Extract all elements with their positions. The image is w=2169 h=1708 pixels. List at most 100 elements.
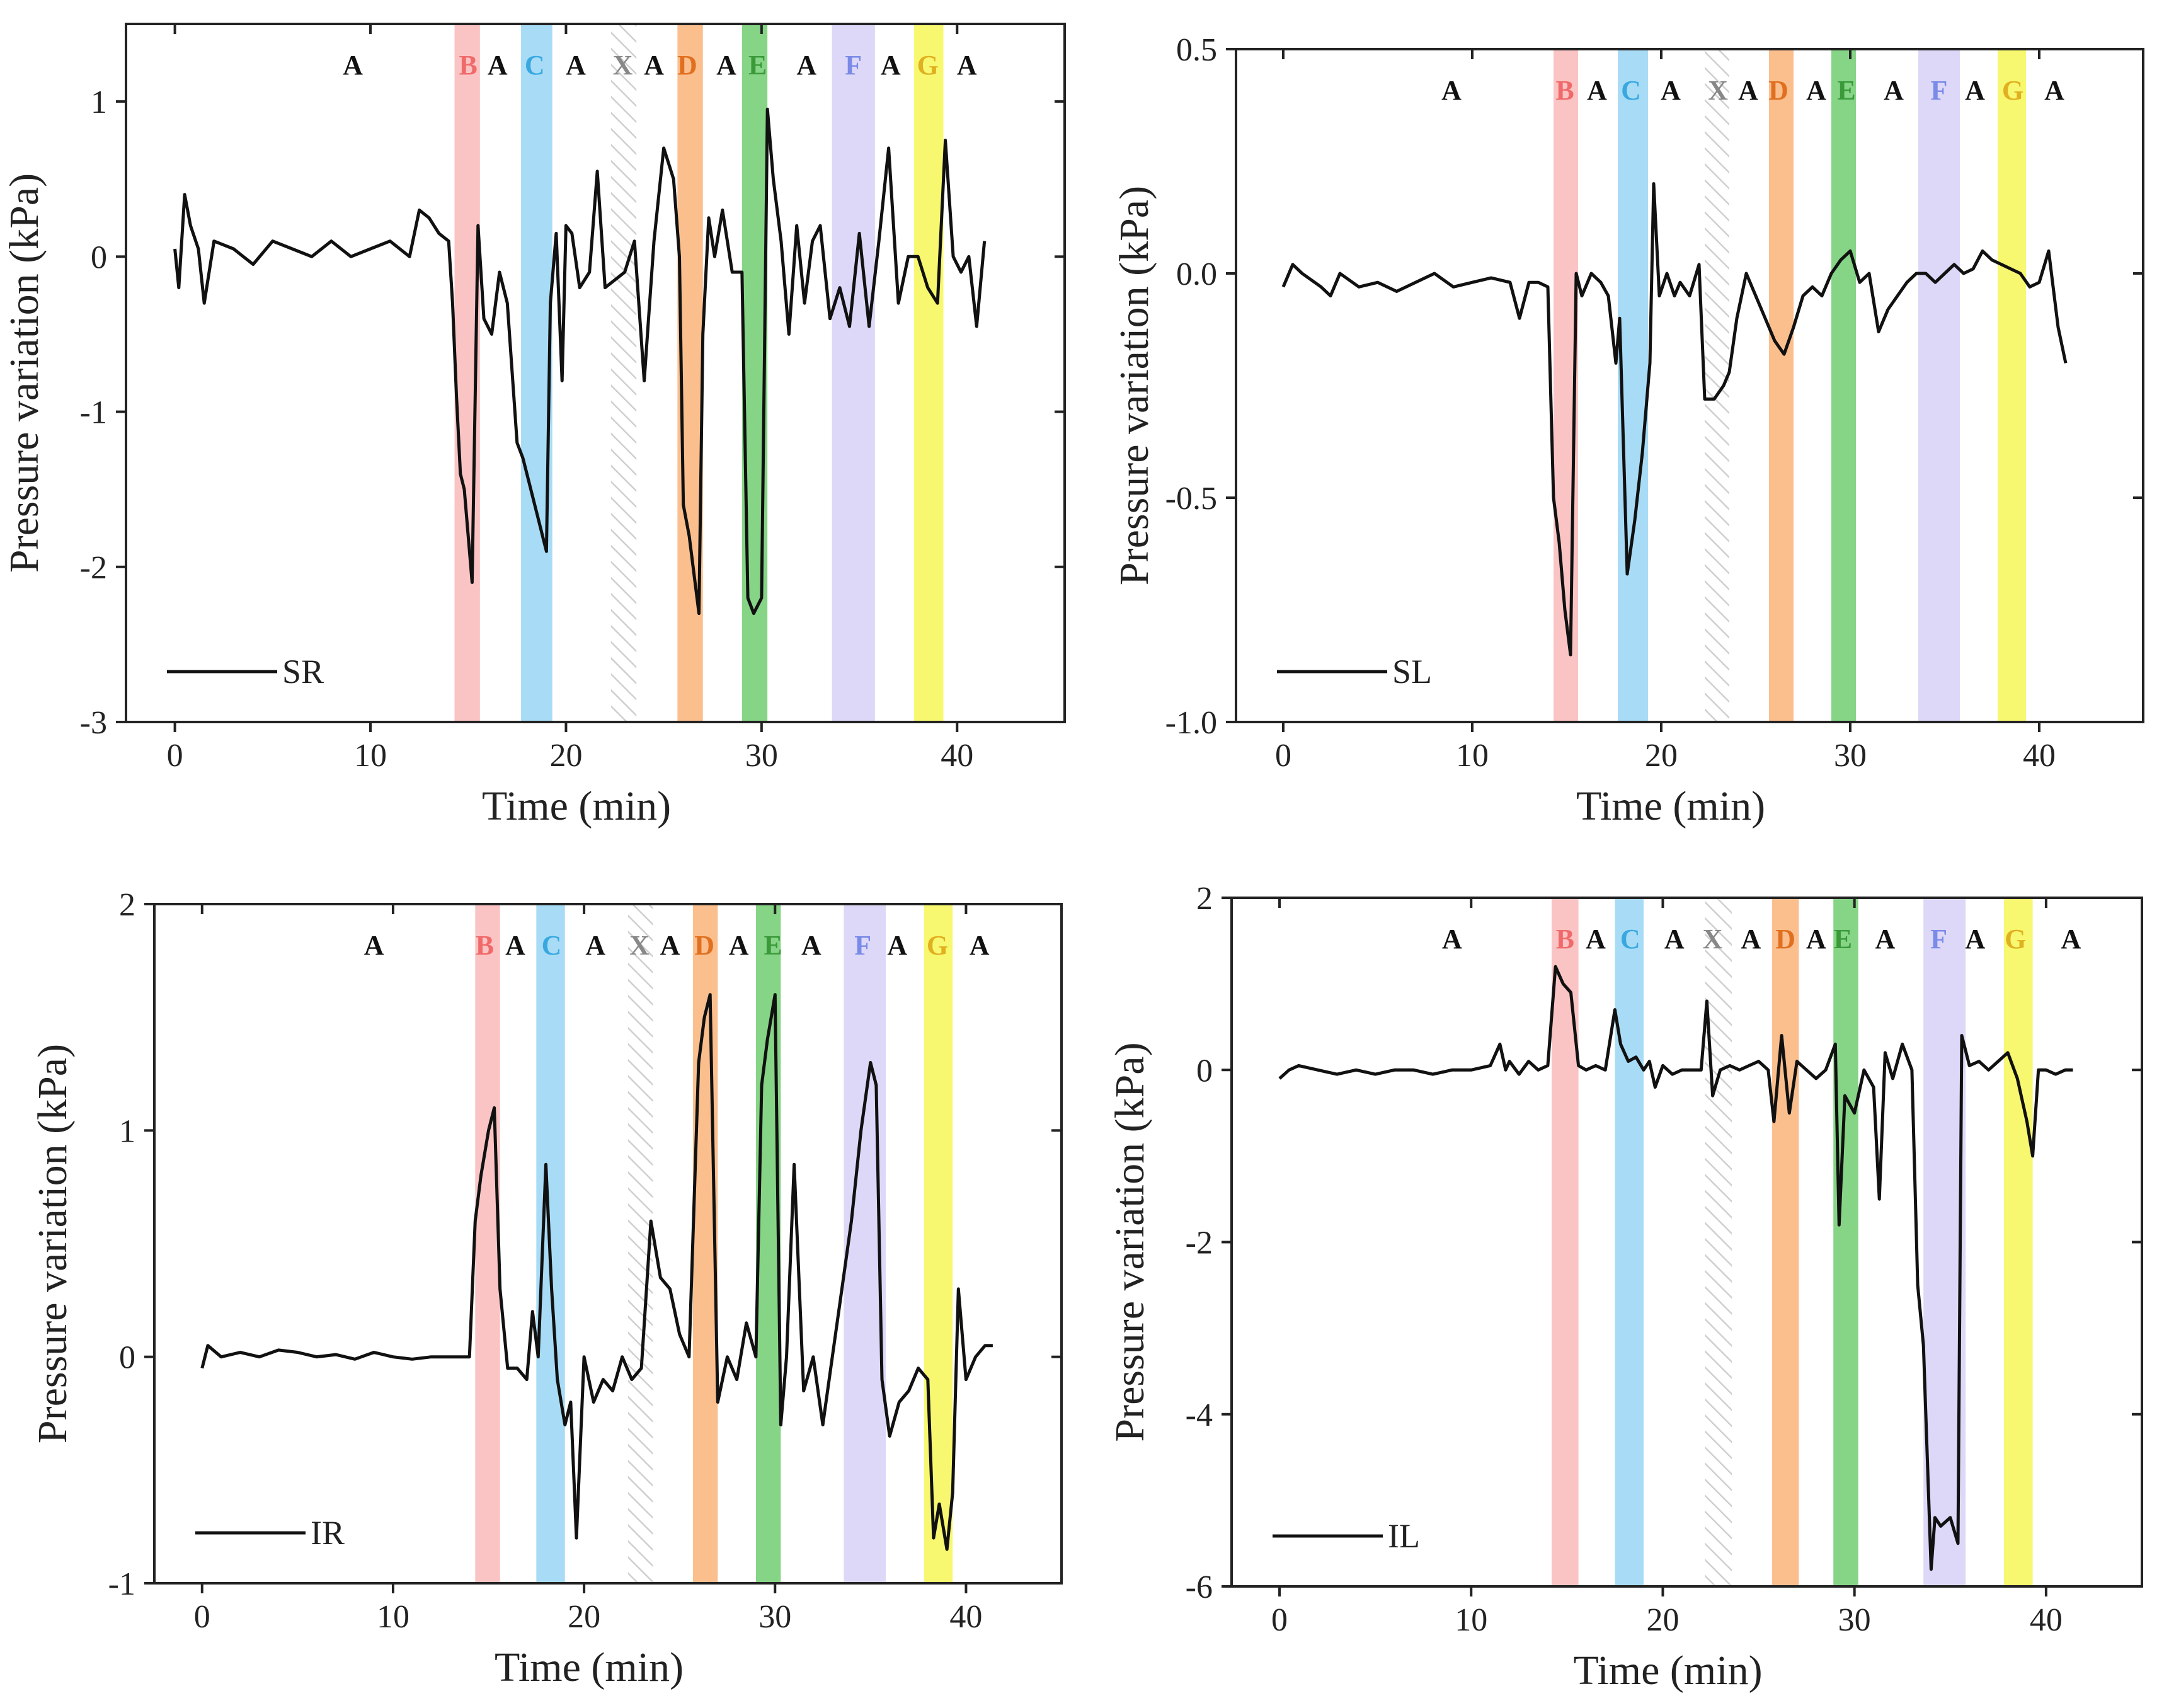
phase-label: A <box>566 50 586 81</box>
phase-band-g <box>2003 898 2033 1586</box>
phase-band-e <box>1831 49 1856 722</box>
x-tick-label: 40 <box>2030 1602 2063 1638</box>
x-axis-title: Time (min) <box>495 1644 684 1690</box>
x-tick-label: 30 <box>745 738 778 774</box>
phase-label: D <box>677 50 697 81</box>
x-tick-label: 40 <box>941 738 973 774</box>
y-tick-label: -1 <box>108 1566 135 1602</box>
phase-band-d <box>1771 898 1799 1586</box>
x-tick-label: 20 <box>568 1599 600 1635</box>
phase-band-f <box>832 24 875 722</box>
phase-label: A <box>505 930 525 961</box>
series-line-il <box>1278 965 2073 1571</box>
phase-label: A <box>660 930 680 961</box>
x-tick-label: 20 <box>1646 1602 1679 1638</box>
panel-sl: A B A C A X A D A E A F A G A0 10 20 30 40-1.0-0.50.00.5Ti… <box>1111 32 2144 829</box>
x-tick-label: 40 <box>949 1599 982 1635</box>
phase-label: A <box>585 930 605 961</box>
phase-label: D <box>1775 924 1795 954</box>
series-line-sr <box>173 107 987 616</box>
y-axis-title: Pressure variation (kPa) <box>30 1044 76 1443</box>
phase-label: A <box>1965 75 1985 106</box>
phase-label: A <box>957 50 977 81</box>
phase-label: D <box>1768 75 1788 106</box>
phase-label: X <box>1708 75 1728 106</box>
x-tick-label: 0 <box>167 738 183 774</box>
phase-label: A <box>1741 924 1761 954</box>
x-tick-label: 10 <box>377 1599 409 1635</box>
x-tick-label: 10 <box>354 738 387 774</box>
x-axis-title: Time (min) <box>482 783 671 829</box>
phase-label: A <box>1875 924 1895 954</box>
phase-label: A <box>1441 75 1462 106</box>
phase-label: A <box>716 50 736 81</box>
y-tick-label: -1.0 <box>1165 705 1217 741</box>
y-tick-label: -2 <box>1186 1225 1213 1261</box>
phase-label: A <box>1738 75 1758 106</box>
phase-label: A <box>364 930 384 961</box>
phase-label: A <box>1586 924 1606 954</box>
phase-label: A <box>801 930 821 961</box>
series-line-sl <box>1281 182 2068 656</box>
phase-label: F <box>854 930 871 961</box>
x-tick-label: 30 <box>758 1599 791 1635</box>
plot-frame <box>1235 48 2144 723</box>
phase-label: A <box>1661 75 1681 106</box>
phase-label: E <box>1834 924 1852 954</box>
phase-label: E <box>748 50 767 81</box>
phase-label: G <box>2005 924 2026 954</box>
phase-band-c <box>521 24 552 722</box>
x-tick-label: 20 <box>549 738 582 774</box>
phase-label: A <box>1806 75 1826 106</box>
phase-label: A <box>488 50 508 81</box>
y-tick-label: -6 <box>1186 1569 1213 1605</box>
phase-label: D <box>694 930 714 961</box>
phase-label: C <box>1621 75 1641 106</box>
y-axis-title: Pressure variation (kPa) <box>1111 186 1157 585</box>
phase-label: X <box>1703 924 1723 954</box>
phase-label: A <box>343 50 363 81</box>
x-tick-label: 10 <box>1455 1602 1487 1638</box>
phase-label: B <box>1555 75 1574 106</box>
phase-label: B <box>476 930 494 961</box>
y-tick-label: 1 <box>91 84 107 120</box>
phase-label: C <box>525 50 545 81</box>
y-tick-label: -4 <box>1186 1397 1213 1433</box>
phase-label: A <box>970 930 990 961</box>
y-tick-label: 0 <box>119 1340 135 1376</box>
phase-label: G <box>917 50 939 81</box>
x-tick-label: 10 <box>1456 738 1489 774</box>
y-axis-title: Pressure variation (kPa) <box>1 173 47 573</box>
phase-label: A <box>796 50 816 81</box>
series-line-ir <box>200 993 993 1551</box>
y-tick-label: 2 <box>1196 881 1213 917</box>
phase-band-g <box>1998 49 2026 722</box>
phase-label: E <box>764 930 782 961</box>
phase-band-b <box>1552 898 1579 1586</box>
phase-label: F <box>1930 924 1947 954</box>
phase-label: X <box>613 50 633 81</box>
phase-label: A <box>1806 924 1826 954</box>
phase-band-e <box>1833 898 1858 1586</box>
y-tick-label: -1 <box>80 395 107 431</box>
phase-band-x <box>610 24 637 722</box>
phase-label: G <box>2002 75 2023 106</box>
y-axis-title: Pressure variation (kPa) <box>1107 1042 1153 1441</box>
phase-label: A <box>2044 75 2064 106</box>
x-tick-label: 0 <box>1271 1602 1288 1638</box>
x-tick-label: 20 <box>1645 738 1678 774</box>
phase-label: G <box>927 930 948 961</box>
plot-frame <box>125 23 1066 723</box>
phase-band-g <box>913 24 944 722</box>
legend-label: SR <box>282 653 324 691</box>
x-tick-label: 0 <box>1275 738 1291 774</box>
phase-label: A <box>644 50 664 81</box>
phase-label: B <box>459 50 478 81</box>
y-tick-label: -3 <box>80 705 107 741</box>
y-tick-label: 0 <box>91 239 107 275</box>
plot-frame <box>153 903 1063 1585</box>
phase-label: A <box>1664 924 1685 954</box>
